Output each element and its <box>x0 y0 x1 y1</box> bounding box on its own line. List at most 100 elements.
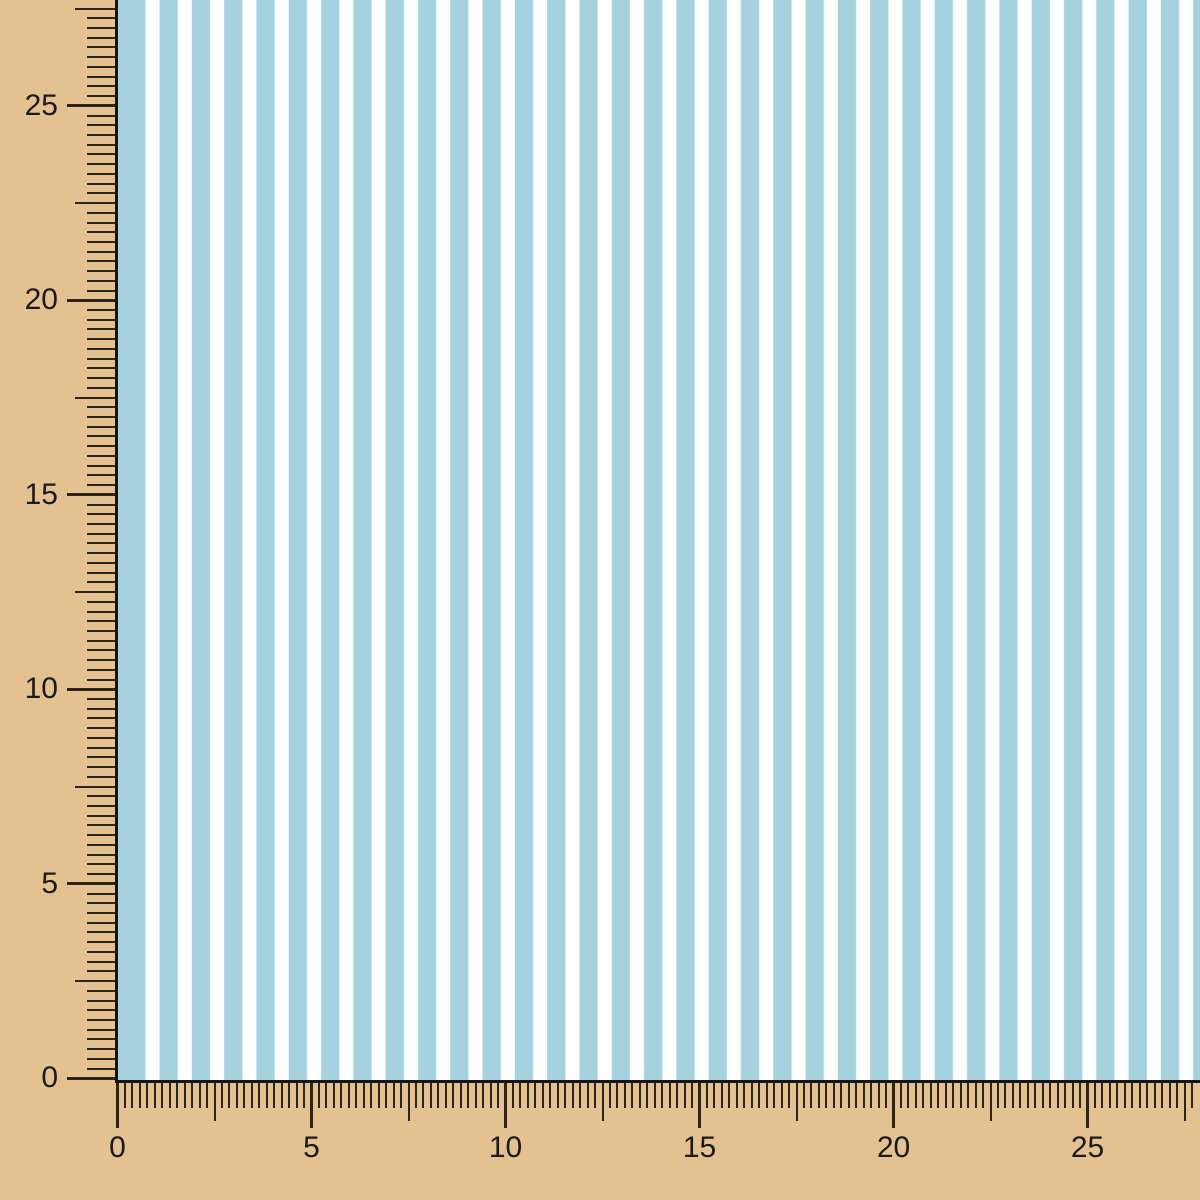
ruler-tick-major <box>67 882 115 886</box>
ruler-tick-minor <box>87 1048 115 1051</box>
ruler-tick-minor <box>959 1083 962 1108</box>
ruler-tick-minor <box>1108 1083 1111 1108</box>
ruler-tick-minor <box>526 1083 529 1108</box>
ruler-tick-minor <box>87 27 115 29</box>
ruler-tick-minor <box>862 1083 865 1108</box>
ruler-tick-minor <box>414 1083 417 1108</box>
ruler-tick-minor <box>937 1083 940 1108</box>
ruler-tick-minor <box>87 85 115 88</box>
ruler-tick-minor <box>87 746 115 749</box>
ruler-tick-minor <box>87 279 115 282</box>
ruler-tick-minor <box>1026 1083 1029 1108</box>
ruler-tick-minor <box>250 1083 253 1108</box>
ruler-tick-minor <box>87 338 115 341</box>
ruler-tick-minor <box>385 1083 388 1108</box>
ruler-tick-minor <box>87 211 115 214</box>
ruler-tick-minor <box>1131 1083 1134 1108</box>
ruler-tick-minor <box>422 1083 425 1108</box>
ruler-tick-minor <box>87 124 115 127</box>
ruler-tick-minor <box>870 1083 873 1108</box>
ruler-tick-minor <box>541 1083 544 1108</box>
ruler-tick-minor <box>87 143 115 146</box>
ruler-tick-medium <box>75 7 115 10</box>
ruler-tick-minor <box>87 367 115 370</box>
ruler-tick-minor <box>1153 1083 1156 1108</box>
ruler-tick-minor <box>832 1083 835 1108</box>
ruler-tick-major <box>67 1076 115 1080</box>
ruler-tick-minor <box>810 1083 813 1108</box>
ruler-tick-minor <box>877 1083 880 1108</box>
ruler-tick-minor <box>750 1083 753 1108</box>
ruler-tick-minor <box>332 1083 335 1108</box>
ruler-tick-minor <box>295 1083 298 1108</box>
ruler-tick-minor <box>87 727 115 730</box>
bottom-ruler-label: 10 <box>488 1131 523 1164</box>
ruler-tick-minor <box>87 17 115 20</box>
ruler-tick-minor <box>87 250 115 253</box>
ruler-tick-minor <box>228 1083 231 1108</box>
ruler-tick-minor <box>452 1083 455 1108</box>
ruler-tick-minor <box>87 65 115 68</box>
ruler-tick-minor <box>87 629 115 632</box>
ruler-tick-minor <box>907 1083 910 1108</box>
ruler-tick-minor <box>914 1083 917 1108</box>
ruler-tick-medium <box>75 785 115 788</box>
left-ruler-label: 5 <box>41 866 58 900</box>
ruler-tick-minor <box>676 1083 679 1108</box>
bottom-ruler-label: 5 <box>303 1131 320 1164</box>
ruler-tick-minor <box>347 1083 350 1108</box>
ruler-tick-minor <box>138 1083 141 1108</box>
ruler-tick-minor <box>87 445 115 448</box>
ruler-tick-minor <box>87 610 115 613</box>
ruler-tick-minor <box>929 1083 932 1108</box>
ruler-tick-minor <box>885 1083 888 1108</box>
ruler-tick-minor <box>87 1038 115 1041</box>
ruler-tick-minor <box>370 1083 373 1108</box>
ruler-tick-minor <box>847 1083 850 1108</box>
ruler-tick-minor <box>1049 1083 1052 1108</box>
ruler-tick-minor <box>87 454 115 457</box>
ruler-tick-minor <box>87 513 115 516</box>
ruler-tick-minor <box>87 1018 115 1021</box>
ruler-tick-minor <box>773 1083 776 1108</box>
ruler-tick-minor <box>579 1083 582 1108</box>
ruler-tick-minor <box>765 1083 768 1108</box>
ruler-tick-minor <box>87 182 115 185</box>
ruler-tick-minor <box>788 1083 791 1108</box>
ruler-tick-minor <box>87 853 115 856</box>
ruler-tick-major <box>310 1083 313 1128</box>
ruler-tick-minor <box>1146 1083 1149 1108</box>
ruler-tick-minor <box>243 1083 246 1108</box>
ruler-tick-minor <box>683 1083 686 1108</box>
ruler-tick-minor <box>743 1083 746 1108</box>
ruler-tick-minor <box>556 1083 559 1108</box>
ruler-tick-medium <box>75 396 115 399</box>
ruler-tick-minor <box>123 1083 126 1108</box>
ruler-tick-minor <box>728 1083 731 1108</box>
ruler-tick-medium <box>75 202 115 205</box>
ruler-tick-minor <box>511 1083 514 1108</box>
ruler-tick-minor <box>87 1028 115 1031</box>
ruler-tick-medium <box>75 591 115 594</box>
ruler-tick-minor <box>1093 1083 1096 1108</box>
left-ruler-label: 15 <box>24 477 58 511</box>
ruler-tick-minor <box>1168 1083 1171 1108</box>
ruler-tick-minor <box>1041 1083 1044 1108</box>
ruler-tick-minor <box>168 1083 171 1108</box>
ruler-tick-minor <box>362 1083 365 1108</box>
bottom-ruler-label: 25 <box>1070 1131 1105 1164</box>
ruler-tick-minor <box>87 863 115 866</box>
left-ruler-label: 10 <box>24 672 58 706</box>
ruler-tick-minor <box>87 960 115 963</box>
ruler-tick-minor <box>735 1083 738 1108</box>
ruler-tick-minor <box>982 1083 985 1108</box>
ruler-tick-minor <box>87 600 115 603</box>
ruler-tick-minor <box>87 1057 115 1060</box>
ruler-tick-minor <box>87 1009 115 1012</box>
ruler-tick-minor <box>87 377 115 380</box>
ruler-tick-minor <box>87 571 115 574</box>
ruler-tick-minor <box>668 1083 671 1108</box>
ruler-tick-minor <box>638 1083 641 1108</box>
ruler-tick-minor <box>206 1083 209 1108</box>
